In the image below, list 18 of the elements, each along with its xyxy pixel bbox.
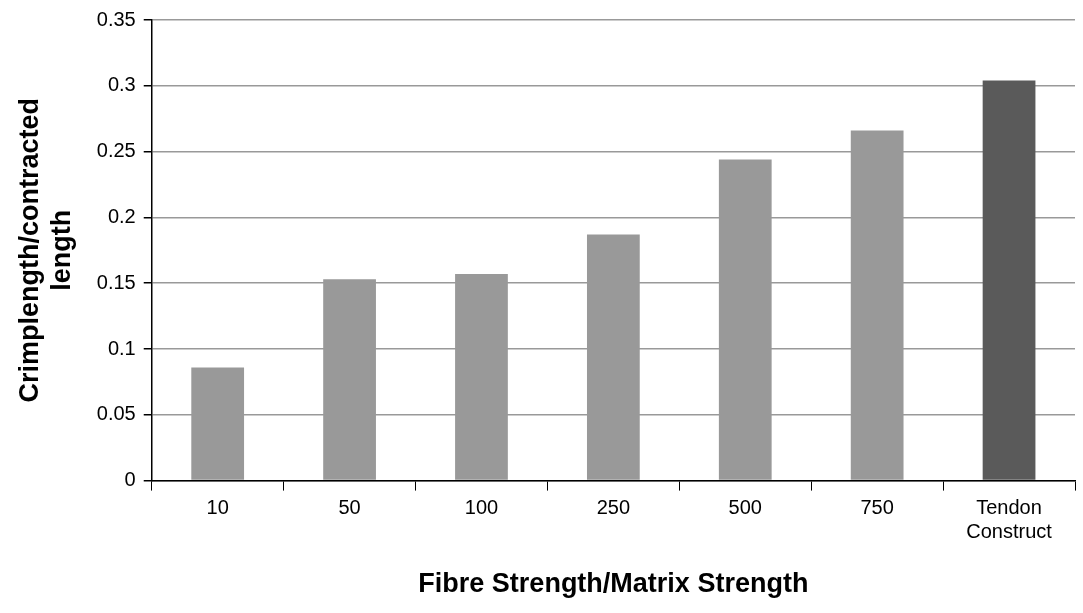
y-tick-label: 0 [124,468,136,491]
y-tick-label: 0.3 [107,73,136,96]
y-tick-label: 0.2 [107,204,136,227]
x-tick-label: 500 [728,496,762,519]
x-axis-title: Fibre Strength/Matrix Strength [418,568,809,599]
y-tick-label: 0.1 [107,336,136,359]
y-tick-label: 0.25 [96,139,136,162]
y-tick-label: 0.35 [96,7,136,30]
y-tick-label: 0.05 [96,402,136,425]
bar [982,80,1036,480]
x-tick-label: 250 [596,496,631,519]
x-tick-label: 100 [464,496,499,519]
x-tick-label: 750 [860,496,894,519]
x-tick-label: Tendon Construct [966,496,1053,543]
x-tick-label: 50 [338,496,361,519]
y-tick-label: 0.15 [96,270,136,293]
x-tick-label: 10 [206,496,229,519]
y-axis-title: Crimplength/contracted length [13,98,77,403]
